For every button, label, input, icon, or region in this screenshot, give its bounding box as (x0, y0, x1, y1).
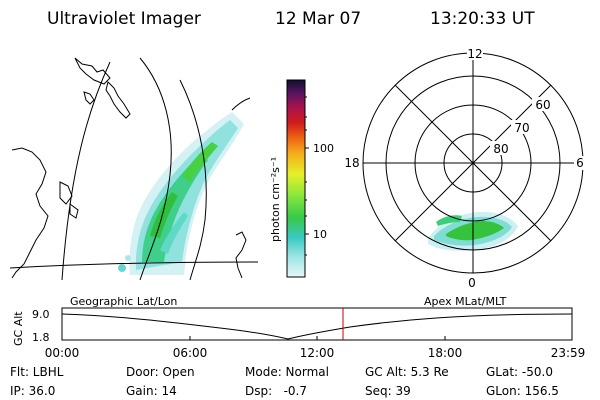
colorbar (286, 79, 306, 278)
polar-plot: 12 18 6 0 60 70 80 (343, 47, 586, 290)
status-door: Door: Open (126, 365, 195, 379)
mlt-label-0: 0 (468, 276, 476, 290)
graticule (10, 57, 259, 280)
status-dsp: Dsp: -0.7 (245, 384, 307, 398)
status-block: Flt: LBHL IP: 36.0 Door: Open Gain: 14 M… (10, 365, 559, 398)
mlt-0-bg (466, 276, 478, 288)
mlt-label-12: 12 (467, 47, 482, 61)
time-tick-1800: 18:00 (428, 346, 463, 360)
colorbar-tick-100: 100 (313, 142, 334, 155)
lat-60-bg (532, 97, 554, 111)
status-seq: Seq: 39 (365, 384, 411, 398)
lat-label-80: 80 (493, 142, 508, 156)
time-tick-0000: 00:00 (45, 346, 80, 360)
status-mode: Mode: Normal (245, 365, 329, 379)
apex-label: Apex MLat/MLT (424, 295, 507, 308)
altitude-curve (61, 313, 573, 340)
colorbar-tick-10: 10 (313, 228, 327, 241)
status-glat: GLat: -50.0 (486, 365, 553, 379)
mlt-label-18: 18 (344, 156, 359, 170)
colorbar-ticks (305, 96, 309, 256)
aurora-swath-geographic (118, 112, 244, 275)
status-ip: IP: 36.0 (10, 384, 55, 398)
status-glon: GLon: 156.5 (486, 384, 559, 398)
time-tick-1200: 12:00 (300, 346, 335, 360)
colorbar-unit-label: photon cm⁻²s⁻¹ (269, 157, 282, 242)
polar-grid (362, 52, 584, 274)
instrument-title: Ultraviolet Imager (47, 9, 201, 29)
altitude-plot (61, 307, 573, 341)
time-tick-0600: 06:00 (173, 346, 208, 360)
mlt-18-bg (343, 156, 361, 170)
altitude-tick-bottom: 1.8 (32, 331, 50, 344)
status-gc-alt: GC Alt: 5.3 Re (365, 365, 449, 379)
mlt-label-6: 6 (576, 156, 584, 170)
geographic-label: Geographic Lat/Lon (70, 295, 177, 308)
status-filter: Flt: LBHL (10, 365, 64, 379)
altitude-axis-label: GC Alt (12, 311, 25, 346)
coastlines (11, 57, 251, 279)
mlt-12-bg (467, 47, 483, 60)
time-label: 13:20:33 UT (430, 9, 535, 29)
lat-70-bg (511, 120, 533, 134)
lat-label-60: 60 (535, 98, 550, 112)
time-tick-2359: 23:59 (551, 346, 586, 360)
lat-80-bg (490, 141, 512, 155)
lat-label-70: 70 (514, 121, 529, 135)
date-label: 12 Mar 07 (275, 9, 361, 29)
geographic-map (10, 57, 259, 280)
altitude-tick-top: 9.0 (32, 308, 50, 321)
status-gain: Gain: 14 (126, 384, 177, 398)
mlt-6-bg (574, 156, 586, 170)
